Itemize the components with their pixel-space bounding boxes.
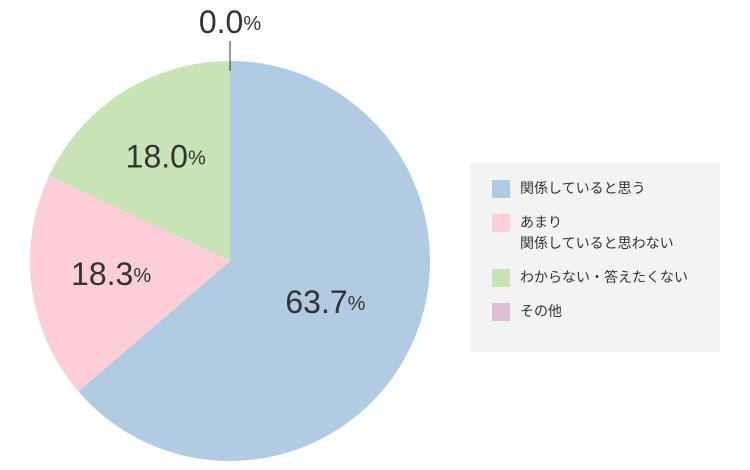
value-label: 18.3%: [71, 257, 151, 293]
legend-label: 関係していると思う: [520, 181, 646, 197]
pie-slice: [78, 61, 431, 461]
legend-swatch: [492, 214, 510, 232]
legend-label: わからない・答えたくない: [520, 270, 688, 286]
legend-label: あまり 関係していると思わない: [520, 215, 674, 252]
legend-swatch: [492, 180, 510, 198]
legend-swatch: [492, 269, 510, 287]
pie-slice: [49, 61, 230, 261]
legend-item: その他: [470, 302, 720, 323]
legend-label: その他: [520, 304, 562, 320]
legend-swatch: [492, 303, 510, 321]
legend: 関係していると思うあまり 関係していると思わないわからない・答えたくない その他: [470, 163, 720, 352]
legend-item: あまり 関係していると思わない: [470, 213, 720, 255]
value-label: 18.0%: [126, 139, 206, 175]
legend-item: わからない・答えたくない: [470, 268, 720, 289]
value-label: 0.0%: [199, 4, 261, 40]
legend-item: 関係していると思う: [470, 179, 720, 200]
value-label: 63.7%: [285, 284, 365, 320]
pie-slice: [30, 175, 231, 392]
